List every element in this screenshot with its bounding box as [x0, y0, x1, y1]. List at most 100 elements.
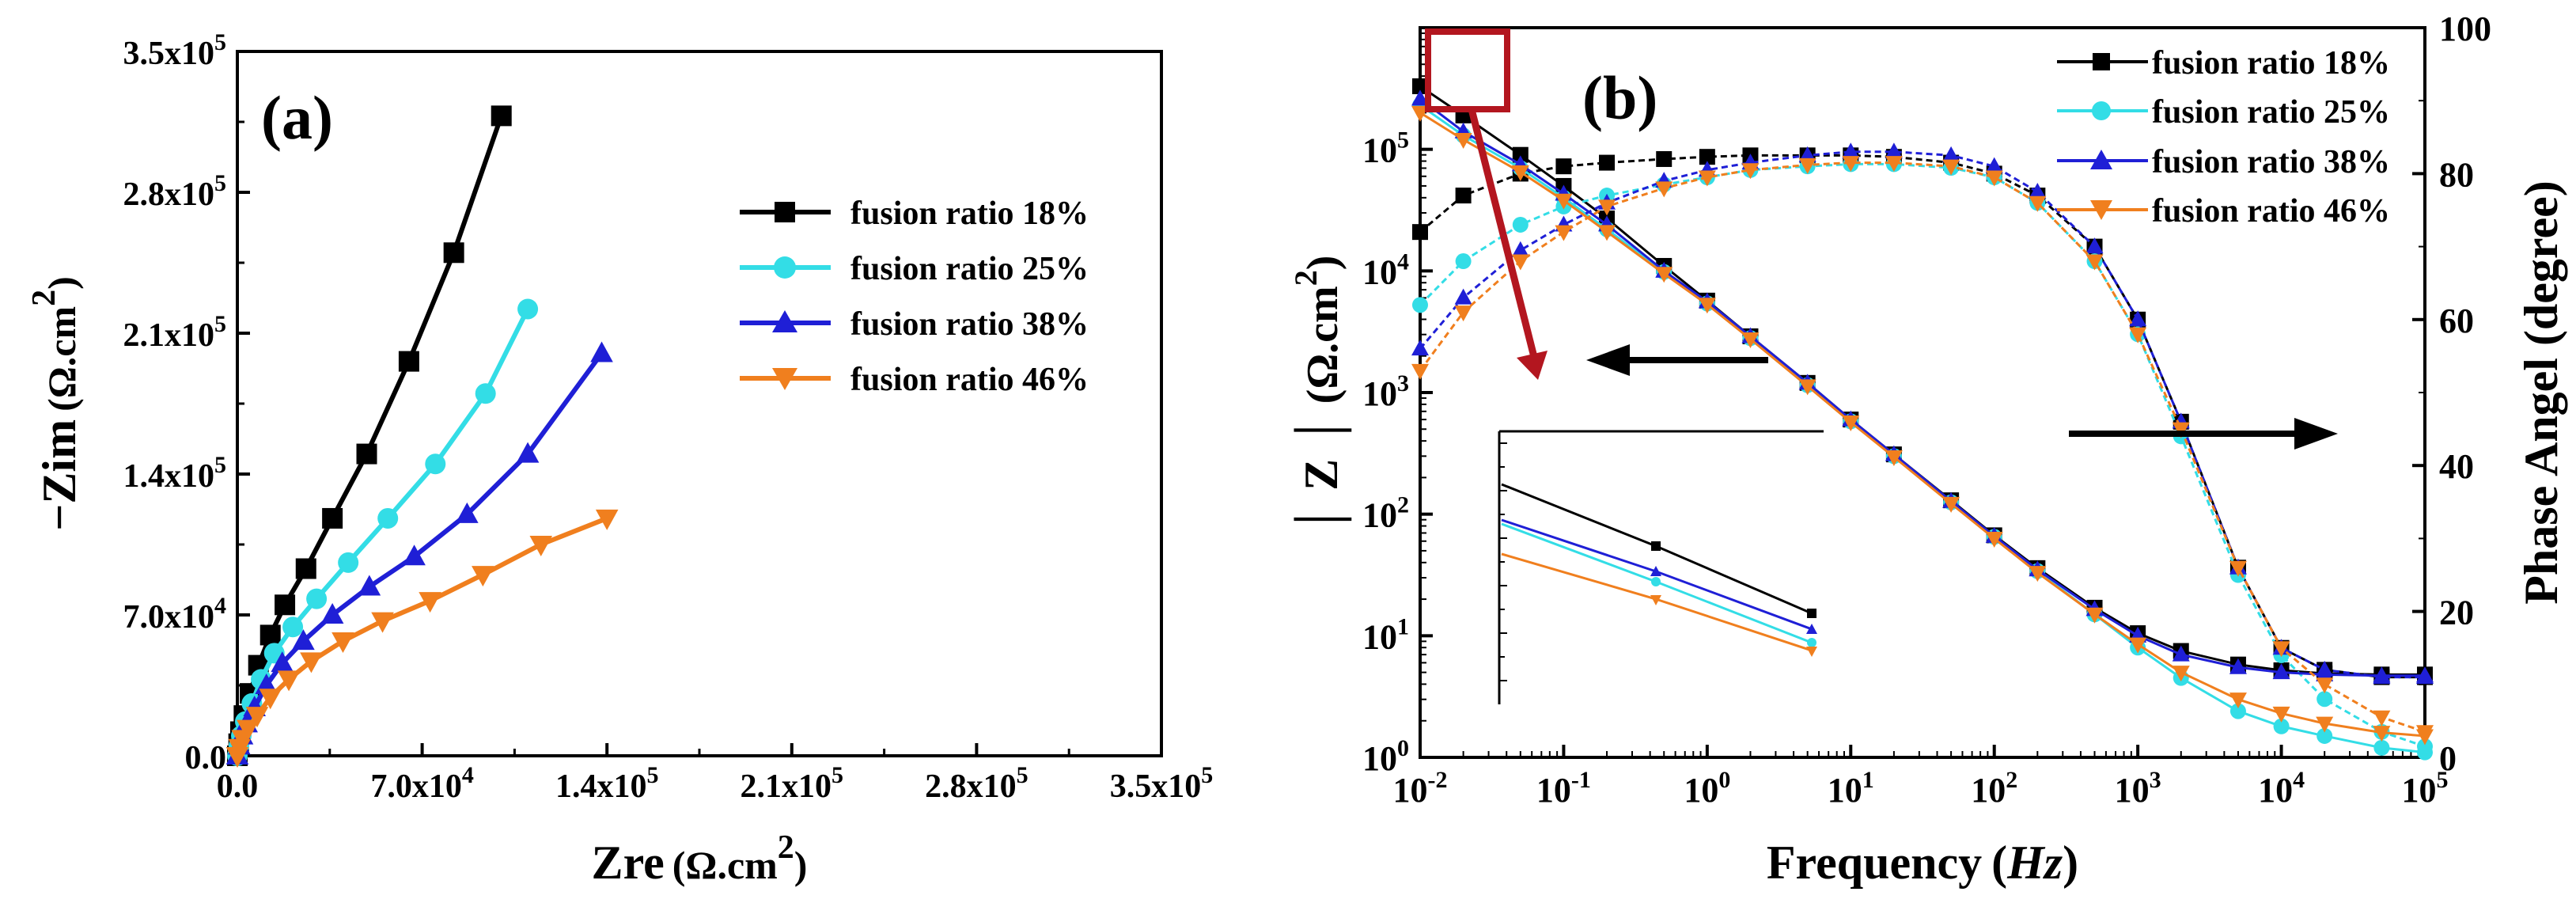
panel-a-legend-entry-46: fusion ratio 46%	[740, 362, 1089, 398]
panel-b-x-axis-label-paren-open: (	[1991, 837, 2007, 889]
a-point-2-13	[590, 341, 613, 362]
b-phase-point-3-7	[1741, 163, 1760, 180]
a-point-0-11	[398, 351, 419, 372]
a-x-tick-label-5-mantissa: 3.5x10	[1110, 768, 1202, 805]
b-impedance-point-2-17	[2229, 658, 2247, 674]
b-impedance-point-3-0	[1411, 105, 1429, 122]
panel-a-legend-label-46: fusion ratio 46%	[850, 362, 1089, 398]
a-point-3-11	[472, 566, 494, 587]
panel-b-x-axis-label-text: Frequency	[1767, 837, 1982, 889]
b-phase-point-1-21	[2417, 738, 2433, 755]
panel-b-y-axis-label-text: │ Z │	[1294, 413, 1352, 536]
a-point-2-6	[271, 651, 294, 673]
panel-b-ticks: 10-2 10-1 100 101 102 103 104 10510010110210310…	[1362, 9, 2491, 810]
b-x-tick-label-6-mantissa: 10	[2258, 771, 2293, 810]
panel-a-series	[225, 105, 619, 768]
b-phase-point-2-11	[1942, 146, 1960, 162]
b-impedance-point-3-8	[1798, 379, 1816, 396]
b-y2-tick-label-1: 20	[2439, 594, 2474, 632]
a-x-tick-label-3-mantissa: 2.1x10	[741, 768, 832, 805]
b-y-tick-label-5-exponent: 5	[1397, 127, 1409, 154]
panel-a-y-axis-label-text: −Zim	[33, 419, 85, 531]
a-x-tick-label-4-exponent: 5	[1017, 762, 1029, 788]
zoom-arrow-head	[1517, 351, 1547, 380]
b-x-tick-label-3: 101	[1828, 767, 1874, 810]
b-phase-point-3-9	[1842, 156, 1860, 173]
b-phase-point-2-9	[1842, 142, 1860, 159]
b-x-tick-label-7-mantissa: 10	[2402, 771, 2437, 810]
b-phase-point-3-19	[2316, 677, 2334, 694]
b-impedance-point-3-11	[1942, 496, 1960, 513]
b-impedance-point-2-16	[2172, 645, 2190, 662]
b-phase-point-2-10	[1885, 142, 1903, 159]
b-y-tick-label-0-exponent: 0	[1397, 735, 1409, 761]
b-phase-point-2-20	[2373, 668, 2391, 685]
b-x-tick-label-0-exponent: -2	[1428, 767, 1448, 793]
b-phase-point-1-0	[1412, 297, 1428, 313]
b-phase-point-3-14	[2085, 254, 2104, 271]
b-y2-tick-label-4: 80	[2439, 155, 2474, 194]
panel-b-y-axis-label-unit-power: 2	[1288, 270, 1324, 286]
a-point-0-12	[443, 242, 464, 264]
a-point-2-12	[516, 442, 540, 463]
b-phase-point-2-21	[2416, 668, 2434, 685]
phase-axis-arrow-head	[2294, 418, 2338, 450]
b-phase-point-1-2	[1512, 216, 1529, 233]
panel-b-legend-label-38: fusion ratio 38%	[2152, 144, 2390, 180]
a-point-2-10	[403, 544, 426, 566]
b-phase-point-3-11	[1942, 159, 1960, 176]
a-series-3	[225, 509, 619, 768]
b-x-tick-label-1-exponent: -1	[1571, 767, 1591, 793]
panel-a-x-axis-label-unit-power: 2	[778, 829, 794, 866]
a-point-3-7	[300, 652, 323, 673]
b-impedance-point-0-0	[1412, 78, 1428, 94]
panel-a-y-axis-label-paren-close: )	[40, 276, 84, 290]
a-point-0-13	[491, 105, 512, 127]
b-phase-line-3	[1419, 161, 2426, 734]
b-phase-point-3-6	[1698, 170, 1716, 187]
b-impedance-point-3-17	[2229, 692, 2247, 709]
panel-b-legend-label-46: fusion ratio 46%	[2152, 193, 2390, 230]
b-y-tick-label-1: 101	[1362, 613, 1409, 656]
b-impedance-point-3-20	[2373, 726, 2391, 742]
a-x-tick-label-1-exponent: 4	[462, 762, 474, 788]
a-y-tick-label-2-mantissa: 1.4x10	[123, 458, 215, 495]
panel-a-label: (a)	[261, 83, 333, 152]
b-phase-point-3-12	[1985, 170, 2003, 187]
b-impedance-point-3-15	[2129, 637, 2147, 654]
panel-a-x-axis-label-paren-open: (	[672, 843, 686, 887]
a-point-3-8	[331, 632, 354, 654]
panel-a-ticks: 0.0 7.0x104 1.4x105 2.1x105 2.8x105 3.5x1050.…	[123, 29, 1214, 805]
b-impedance-point-3-12	[1985, 532, 2003, 548]
b-y-tick-label-3: 103	[1362, 370, 1409, 413]
a-y-tick-label-5-mantissa: 3.5x10	[123, 36, 215, 72]
b-phase-point-2-19	[2316, 660, 2334, 677]
panel-a-y-axis-label-unit: Ω.cm	[40, 306, 84, 398]
b-x-tick-label-0: 10-2	[1393, 767, 1448, 810]
b-phase-point-0-5	[1656, 150, 1673, 167]
a-point-1-8	[306, 588, 328, 609]
a-x-tick-label-0: 0.0	[217, 768, 259, 805]
a-point-1-13	[517, 298, 539, 320]
panel-b-y-axis-label: │ Z │ (Ω.cm2)	[1288, 256, 1352, 537]
panel-b-y-axis-label-paren-open: (	[1298, 389, 1347, 404]
b-impedance-point-1-18	[2273, 718, 2290, 734]
b-series-3	[1411, 105, 2434, 746]
panel-a-legend-entry-18: fusion ratio 18%	[740, 195, 1089, 232]
a-x-tick-label-2-exponent: 5	[646, 762, 658, 788]
b-x-tick-label-6: 104	[2258, 767, 2305, 810]
panel-a-legend: fusion ratio 18% fusion ratio 25% fusion…	[740, 195, 1089, 398]
a-point-3-12	[529, 535, 553, 556]
b-y-tick-label-2-mantissa: 10	[1362, 496, 1397, 535]
b-x-tick-label-7: 105	[2402, 767, 2449, 810]
b-phase-point-2-2	[1511, 241, 1529, 257]
b-impedance-point-3-6	[1698, 298, 1716, 314]
b-phase-point-0-4	[1599, 154, 1616, 171]
b-y-tick-label-2-exponent: 2	[1397, 492, 1409, 518]
b-phase-point-2-12	[1985, 157, 2003, 173]
b-impedance-point-3-2	[1511, 165, 1529, 181]
a-point-2-9	[358, 575, 381, 596]
a-y-tick-label-4-mantissa: 2.8x10	[123, 176, 215, 213]
b-phase-point-2-1	[1454, 288, 1472, 305]
panel-a-x-axis-label-text: Zre	[592, 837, 665, 889]
